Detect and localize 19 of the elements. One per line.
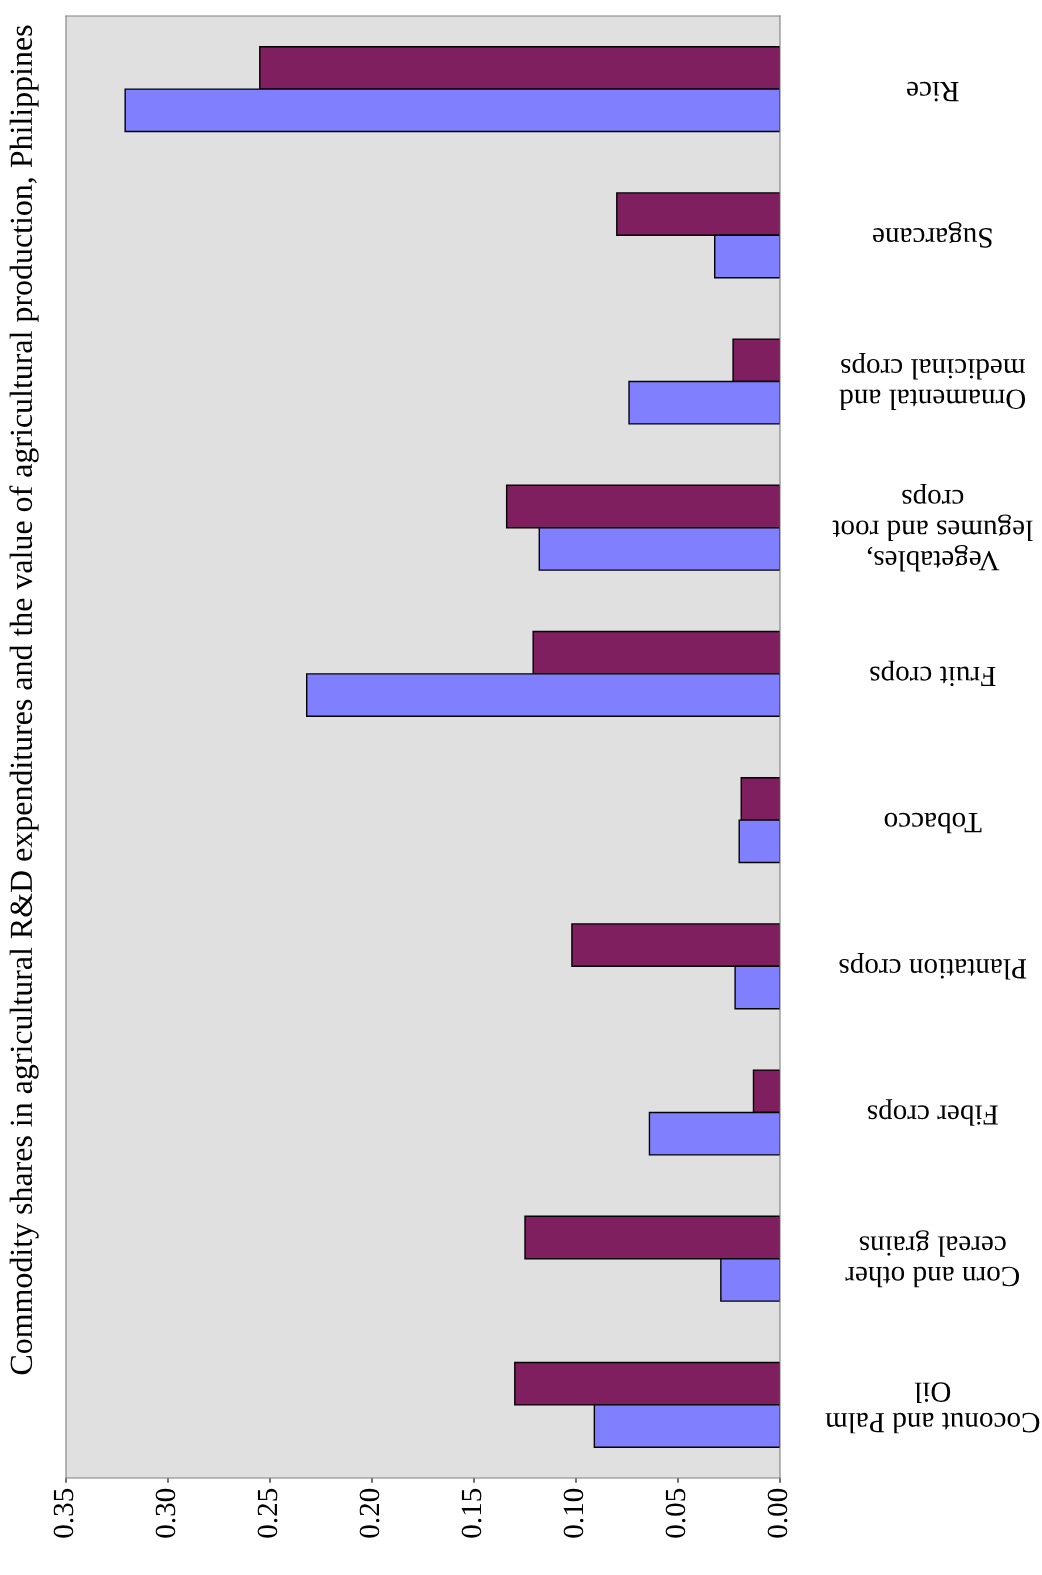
y-tick-label: Sugarcane [873,222,992,248]
y-tick-label: Fiber crops [867,1099,998,1126]
y-tick-label: Corn and other cereal grains [845,1230,1020,1288]
x-tick-label: 0.00 [767,1488,788,1538]
y-tick-label: Vegetables, legumes and root crops [832,483,1033,572]
y-tick-label: Plantation crops [839,953,1027,980]
x-tick-label: 0.35 [53,1488,74,1538]
y-tick-label: Tobacco [884,812,982,834]
x-tick-label: 0.20 [359,1488,380,1538]
y-tick-label: Fruit crops [870,660,996,687]
x-tick-label: 0.05 [665,1488,686,1538]
y-tick-label: Coconut and Palm Oil [825,1382,1040,1434]
y-tick-label: Ornamental and medicinal crops [839,353,1026,410]
x-tick-label: 0.10 [563,1488,584,1538]
x-tick-label: 0.30 [155,1488,176,1538]
y-tick-label: Rice [907,81,959,102]
text: Commodity shares in agricultural R&D expenditures and the value of agricultural production, Philippines [9,25,39,1375]
x-tick-label: 0.25 [257,1488,278,1538]
x-tick-label: 0.15 [461,1488,482,1538]
